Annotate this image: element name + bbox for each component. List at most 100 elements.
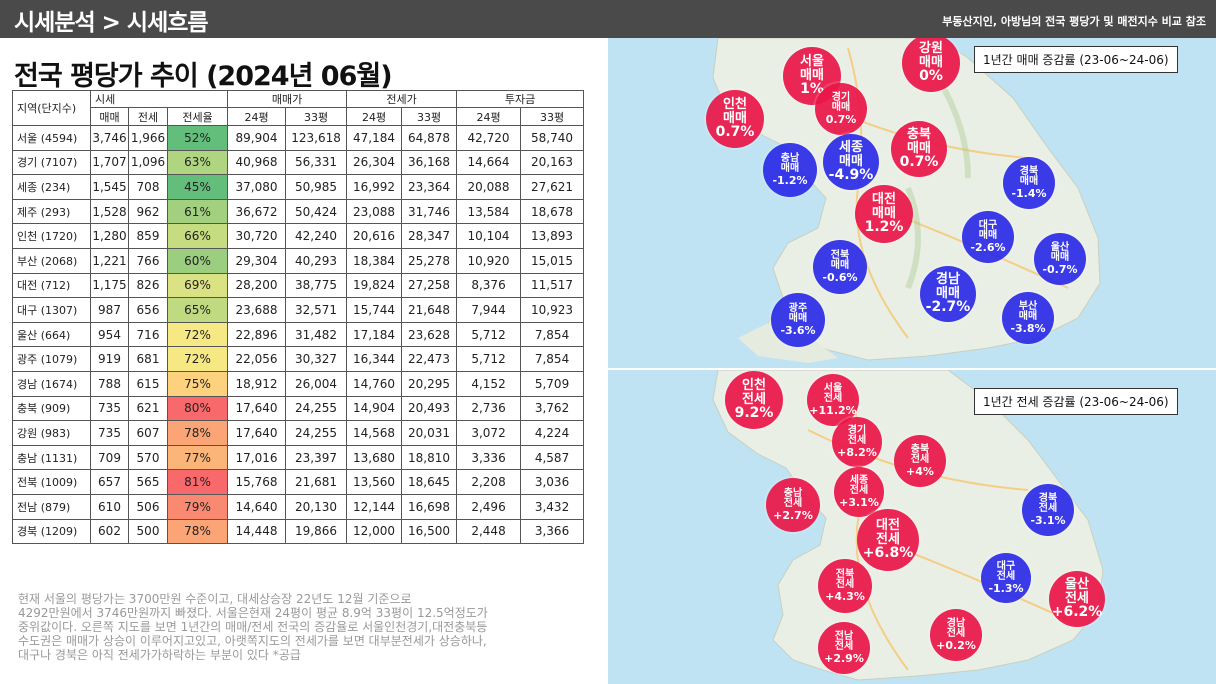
region-cell: 부산 (2068) — [12, 247, 91, 274]
bubble-region: 경기 — [831, 91, 851, 103]
bubble-region: 인천 — [723, 97, 747, 113]
region-cell: 전북 (1009) — [12, 469, 91, 495]
value-cell: 10,923 — [520, 297, 585, 323]
bubble-region: 경북 — [1019, 165, 1039, 177]
value-cell: 15,015 — [520, 247, 585, 274]
value-cell: 64,878 — [401, 125, 458, 151]
value-cell: 766 — [128, 247, 168, 274]
subheader: 24평 — [227, 107, 287, 126]
value-cell: 20,493 — [401, 395, 458, 422]
note-line: 중위값이다. 오른쪽 지도를 보면 1년간의 매매/전세 전국의 증감율로 서울… — [18, 620, 488, 634]
value-cell: 17,016 — [227, 444, 287, 471]
bubble-value: -0.7% — [1042, 262, 1078, 276]
region-bubble: 전남 전세 +2.9% — [818, 622, 870, 674]
table-row: 충남 (1131) 709 570 77% 17,016 23,397 13,680 18,8… — [12, 444, 585, 471]
value-cell: 708 — [128, 174, 168, 200]
bubble-kind: 매매 — [723, 110, 747, 126]
value-cell: 36,672 — [227, 198, 287, 225]
value-cell: 1,096 — [128, 149, 168, 176]
bubble-value: 0% — [919, 68, 943, 85]
bubble-value: 9.2% — [734, 405, 774, 422]
header-investment: 투자금 — [456, 90, 585, 108]
value-cell: 709 — [90, 444, 129, 471]
region-bubble: 울산 전세 +6.2% — [1049, 571, 1105, 627]
value-cell: 7,944 — [456, 297, 522, 323]
value-cell: 2,448 — [456, 518, 522, 545]
bubble-kind: 전세 — [876, 531, 900, 547]
value-cell: 18,678 — [520, 198, 585, 225]
region-bubble: 세종 매매 -4.9% — [823, 134, 879, 190]
bubble-kind: 매매 — [839, 153, 863, 169]
region-cell: 광주 (1079) — [12, 346, 91, 372]
value-cell: 621 — [128, 395, 168, 422]
region-cell: 전남 (879) — [12, 493, 91, 520]
jeonse-ratio-cell: 72% — [166, 321, 229, 348]
bubble-region: 전북 — [835, 568, 855, 580]
bubble-value: +4.3% — [825, 589, 865, 603]
value-cell: 28,200 — [227, 272, 287, 299]
value-cell: 3,366 — [520, 518, 585, 545]
value-cell: 4,152 — [456, 370, 522, 397]
bubble-value: 1% — [800, 81, 824, 98]
bubble-kind: 매매 — [788, 313, 808, 325]
sale-change-map: 1년간 매매 증감률 (23-06~24-06) 인천 매매 0.7% 서울 매매 1% 강… — [608, 38, 1216, 368]
value-cell: 22,896 — [227, 321, 287, 348]
value-cell: 962 — [128, 198, 168, 225]
value-cell: 19,824 — [346, 272, 403, 299]
value-cell: 1,280 — [90, 223, 129, 249]
value-cell: 5,709 — [520, 370, 585, 397]
bubble-kind: 매매 — [978, 230, 998, 242]
value-cell: 42,720 — [456, 125, 522, 151]
bubble-region: 충남 — [783, 487, 803, 499]
region-bubble: 인천 매매 0.7% — [706, 90, 764, 148]
subheader: 33평 — [285, 107, 348, 126]
value-cell: 3,036 — [520, 469, 585, 495]
value-cell: 27,258 — [401, 272, 458, 299]
value-cell: 18,384 — [346, 247, 403, 274]
value-cell: 13,893 — [520, 223, 585, 249]
bubble-value: +3.1% — [839, 495, 879, 509]
bubble-kind: 전세 — [996, 571, 1016, 583]
value-cell: 14,904 — [346, 395, 403, 422]
bubble-value: 0.7% — [899, 154, 939, 171]
value-cell: 23,688 — [227, 297, 287, 323]
bubble-value: +0.2% — [936, 638, 976, 652]
bubble-kind: 전세 — [835, 579, 855, 591]
value-cell: 36,168 — [401, 149, 458, 176]
bubble-value: -4.9% — [828, 167, 874, 184]
value-cell: 27,621 — [520, 174, 585, 200]
jeonse-ratio-cell: 81% — [166, 469, 229, 495]
value-cell: 40,293 — [285, 247, 348, 274]
value-cell: 615 — [128, 370, 168, 397]
value-cell: 859 — [128, 223, 168, 249]
bubble-kind: 매매 — [1018, 311, 1038, 323]
table-row: 인천 (1720) 1,280 859 66% 30,720 42,240 20,616 28… — [12, 223, 585, 249]
jeonse-ratio-cell: 61% — [166, 198, 229, 225]
region-bubble: 전북 매매 -0.6% — [813, 240, 867, 294]
value-cell: 17,184 — [346, 321, 403, 348]
bubble-region: 충북 — [907, 127, 931, 143]
note-line: 4292만원에서 3746만원까지 빠졌다. 서울은현재 24평이 평균 8.9… — [18, 606, 488, 620]
bubble-region: 전북 — [830, 249, 850, 261]
value-cell: 123,618 — [285, 125, 348, 151]
bubble-kind: 전세 — [823, 393, 843, 405]
jeonse-ratio-cell: 80% — [166, 395, 229, 422]
value-cell: 735 — [90, 395, 129, 422]
region-bubble: 세종 전세 +3.1% — [834, 467, 884, 517]
value-cell: 37,080 — [227, 174, 287, 200]
jeonse-map-label: 1년간 전세 증감률 (23-06~24-06) — [974, 388, 1178, 415]
value-cell: 20,163 — [520, 149, 585, 176]
region-cell: 울산 (664) — [12, 321, 91, 348]
region-bubble: 대전 전세 +6.8% — [857, 509, 919, 571]
value-cell: 788 — [90, 370, 129, 397]
bubble-value: 0.7% — [715, 124, 755, 141]
bubble-region: 대전 — [872, 192, 896, 208]
bubble-value: +6.8% — [862, 545, 914, 562]
table-row: 부산 (2068) 1,221 766 60% 29,304 40,293 18,384 25… — [12, 247, 585, 274]
header-sale: 매매가 — [227, 90, 348, 108]
value-cell: 13,584 — [456, 198, 522, 225]
bubble-kind: 전세 — [849, 485, 869, 497]
value-cell: 954 — [90, 321, 129, 348]
value-cell: 22,056 — [227, 346, 287, 372]
value-cell: 47,184 — [346, 125, 403, 151]
